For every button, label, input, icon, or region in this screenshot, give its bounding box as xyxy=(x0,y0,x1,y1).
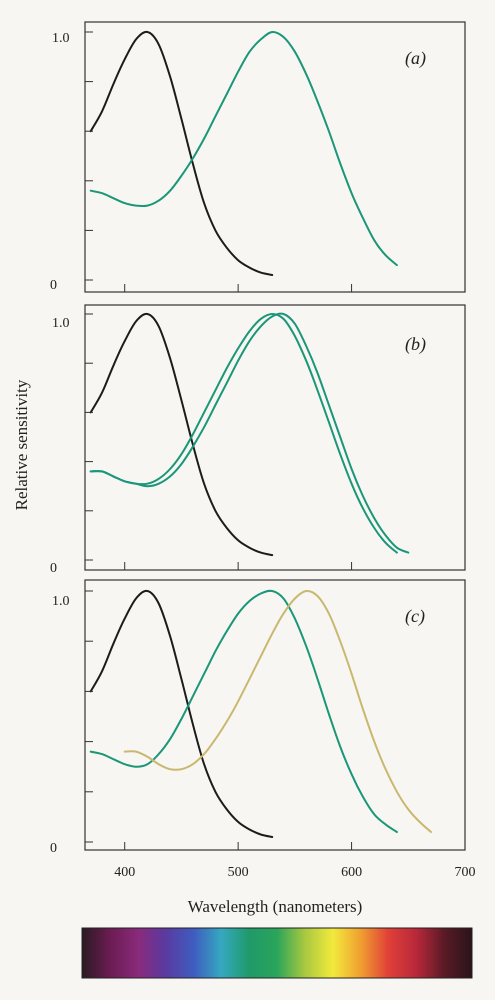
panel-b-ticks xyxy=(85,313,353,570)
panel-c-yellow-curve xyxy=(123,589,432,833)
panel-b-black-curve xyxy=(89,312,274,557)
panel-b-curves xyxy=(89,312,410,557)
panel-a-label: (a) xyxy=(405,48,426,69)
spectrum-bar xyxy=(82,928,472,978)
x-tick-labels: 400 500 600 700 xyxy=(114,865,475,880)
panel-b-green-curve-2 xyxy=(89,312,410,554)
panel-a-black-curve xyxy=(89,30,274,276)
panel-b-ytick-bottom: 0 xyxy=(50,561,57,576)
panel-c-green-curve-1 xyxy=(89,589,398,833)
x-tick-label-700: 700 xyxy=(455,865,476,880)
panel-a-green-curve-1 xyxy=(89,30,398,267)
panel-c-ytick-top: 1.0 xyxy=(52,594,70,609)
panel-b-label: (b) xyxy=(405,334,426,355)
panel-a-frame xyxy=(84,21,466,293)
panel-c-curves xyxy=(89,589,432,838)
x-tick-label-500: 500 xyxy=(228,865,249,880)
panel-b-ytick-top: 1.0 xyxy=(52,316,70,331)
x-axis-title: Wavelength (nanometers) xyxy=(188,897,363,916)
panel-a: 1.0 0 (a) xyxy=(50,21,466,293)
x-tick-label-600: 600 xyxy=(341,865,362,880)
panel-b-green-curve-1 xyxy=(89,313,398,554)
panel-c-ytick-bottom: 0 xyxy=(50,841,57,856)
panel-c-label: (c) xyxy=(405,606,425,627)
panel-a-ytick-top: 1.0 xyxy=(52,31,70,46)
panel-b: 1.0 0 (b) xyxy=(50,304,466,576)
panel-a-curves xyxy=(89,30,398,276)
panel-a-ticks xyxy=(85,31,353,292)
panel-c-ticks xyxy=(85,590,353,850)
y-axis-title: Relative sensitivity xyxy=(12,379,31,510)
panel-a-ytick-bottom: 0 xyxy=(50,278,57,293)
panel-c-frame xyxy=(84,579,466,851)
x-tick-label-400: 400 xyxy=(114,865,135,880)
panel-c: 1.0 0 (c) 400 500 600 700 xyxy=(50,579,476,880)
spectrum-bar-border xyxy=(81,927,473,979)
panel-b-frame xyxy=(84,304,466,571)
panel-c-black-curve xyxy=(89,589,274,838)
